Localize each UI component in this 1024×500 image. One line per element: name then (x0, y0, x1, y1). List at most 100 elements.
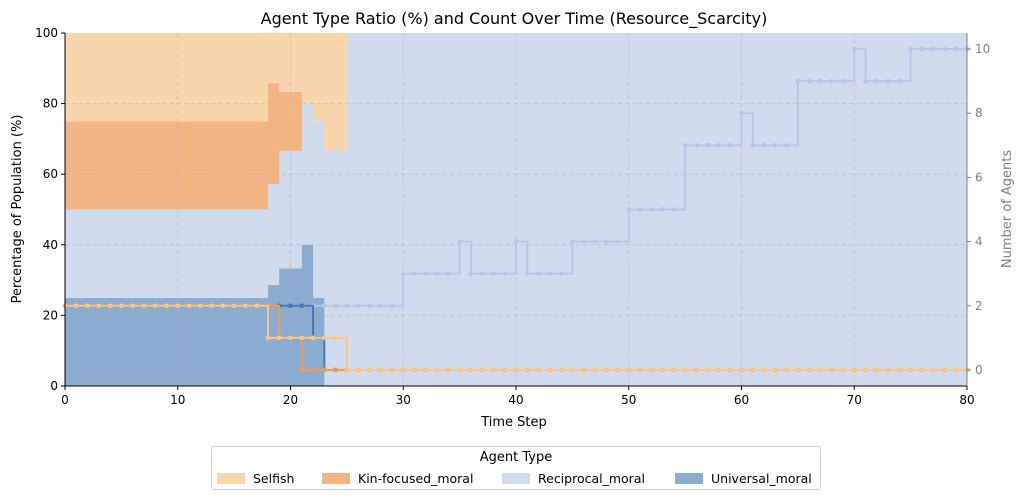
count-point-selfish-40 (513, 367, 519, 373)
count-point-reciprocal-moral-30 (400, 271, 406, 277)
count-point-reciprocal-moral-42 (536, 271, 541, 277)
y2-tick-label-10: 10 (975, 42, 990, 56)
count-point-selfish-32 (423, 367, 429, 373)
count-point-selfish-17 (254, 303, 260, 309)
area-kin-segment-2 (279, 91, 303, 151)
count-point-selfish-59 (727, 367, 733, 373)
count-point-selfish-14 (220, 303, 226, 309)
area-universal-segment-1 (267, 285, 280, 386)
legend-label-selfish: Selfish (253, 471, 295, 486)
count-point-selfish-78 (942, 367, 947, 373)
x-tick-label-60: 60 (734, 393, 749, 407)
count-point-reciprocal-moral-44 (558, 271, 564, 277)
count-point-reciprocal-moral-65 (795, 78, 801, 84)
count-point-selfish-74 (896, 367, 902, 373)
count-point-selfish-18 (265, 335, 271, 341)
count-point-selfish-53 (660, 367, 665, 373)
count-point-selfish-70 (851, 367, 857, 373)
area-reciprocal-segment-5 (324, 150, 348, 386)
count-point-reciprocal-moral-51 (637, 207, 643, 212)
chart-title: Agent Type Ratio (%) and Count Over Time… (261, 9, 768, 29)
count-point-reciprocal-moral-34 (445, 271, 451, 277)
count-point-reciprocal-moral-40 (513, 239, 519, 244)
legend-swatch-selfish (217, 473, 245, 484)
y2-axis-label: Number of Agents (1000, 150, 1015, 268)
count-point-reciprocal-moral-28 (378, 303, 384, 309)
count-point-reciprocal-moral-54 (671, 207, 677, 212)
y-tick-label-80: 80 (43, 97, 58, 111)
count-point-selfish-47 (592, 367, 598, 373)
count-point-selfish-2 (85, 303, 90, 309)
count-point-selfish-76 (919, 367, 925, 373)
y-tick-label-40: 40 (43, 238, 58, 252)
y-tick-label-20: 20 (43, 308, 58, 322)
area-reciprocal-segment-4 (313, 121, 325, 298)
count-point-selfish-73 (885, 367, 891, 373)
legend-swatch-kin-focused (322, 473, 350, 484)
count-point-selfish-15 (231, 303, 237, 309)
count-point-reciprocal-moral-78 (942, 46, 947, 52)
count-point-selfish-9 (164, 303, 169, 309)
count-point-selfish-64 (784, 367, 789, 373)
count-point-selfish-21 (299, 335, 305, 341)
y2-tick-label-0: 0 (975, 363, 983, 377)
count-point-selfish-61 (750, 367, 756, 373)
legend-item-selfish: Selfish (217, 471, 294, 486)
count-point-selfish-79 (953, 367, 959, 373)
count-point-universal-moral-21 (299, 303, 305, 309)
count-point-selfish-75 (908, 367, 914, 373)
x-tick-label-40: 40 (508, 393, 523, 407)
legend-swatch-reciprocal (502, 473, 530, 484)
count-point-reciprocal-moral-69 (840, 78, 846, 84)
count-point-selfish-50 (626, 367, 632, 373)
count-point-selfish-43 (547, 367, 553, 373)
y2-tick-label-2: 2 (975, 299, 983, 313)
count-point-reciprocal-moral-56 (694, 142, 699, 148)
count-point-kin-focused-moral-22 (310, 367, 316, 373)
count-point-selfish-19 (276, 335, 282, 341)
count-point-reciprocal-moral-36 (468, 271, 474, 277)
count-point-selfish-51 (637, 367, 643, 373)
count-point-reciprocal-moral-37 (479, 271, 485, 277)
count-point-reciprocal-moral-71 (863, 78, 868, 84)
count-point-selfish-65 (795, 367, 801, 373)
count-point-selfish-16 (243, 303, 248, 309)
count-point-reciprocal-moral-58 (716, 142, 722, 148)
count-point-selfish-63 (772, 367, 778, 373)
count-point-selfish-20 (288, 335, 293, 341)
count-point-reciprocal-moral-60 (739, 110, 744, 116)
count-point-reciprocal-moral-32 (423, 271, 429, 277)
count-point-selfish-69 (840, 367, 846, 373)
count-point-reciprocal-moral-35 (457, 239, 463, 244)
legend-title: Agent Type (479, 450, 553, 465)
count-point-selfish-33 (434, 367, 440, 373)
count-point-reciprocal-moral-50 (626, 207, 632, 212)
count-point-reciprocal-moral-55 (682, 142, 688, 148)
legend-item-kin-focused: Kin-focused_moral (322, 471, 473, 486)
count-point-reciprocal-moral-68 (829, 78, 835, 84)
count-point-selfish-38 (491, 367, 496, 373)
count-point-reciprocal-moral-53 (660, 207, 665, 212)
count-point-selfish-23 (321, 335, 327, 341)
y-tick-label-100: 100 (35, 26, 58, 40)
count-point-selfish-48 (603, 367, 609, 373)
count-point-selfish-10 (175, 303, 181, 309)
count-point-selfish-37 (479, 367, 485, 373)
count-point-selfish-58 (716, 367, 722, 373)
y2-tick-label-8: 8 (975, 106, 983, 120)
area-reciprocal-segment-1 (267, 184, 280, 286)
count-point-selfish-7 (141, 303, 147, 309)
count-point-reciprocal-moral-45 (569, 239, 575, 244)
count-point-selfish-71 (863, 367, 868, 373)
count-point-reciprocal-moral-46 (581, 239, 587, 244)
axes: 0 10 20 30 40 50 60 70 80 0 20 40 60 80 100 0 2 4 6 8 10 (35, 26, 990, 407)
count-point-selfish-36 (468, 367, 474, 373)
count-lines (62, 46, 970, 373)
area-kin-segment-0 (65, 121, 269, 210)
legend-label-reciprocal: Reciprocal_moral (538, 471, 645, 486)
count-point-reciprocal-moral-43 (547, 271, 553, 277)
count-point-selfish-8 (152, 303, 158, 309)
area-reciprocal-segment-0 (65, 209, 269, 298)
count-point-reciprocal-moral-67 (818, 78, 823, 84)
count-point-selfish-5 (118, 303, 124, 309)
